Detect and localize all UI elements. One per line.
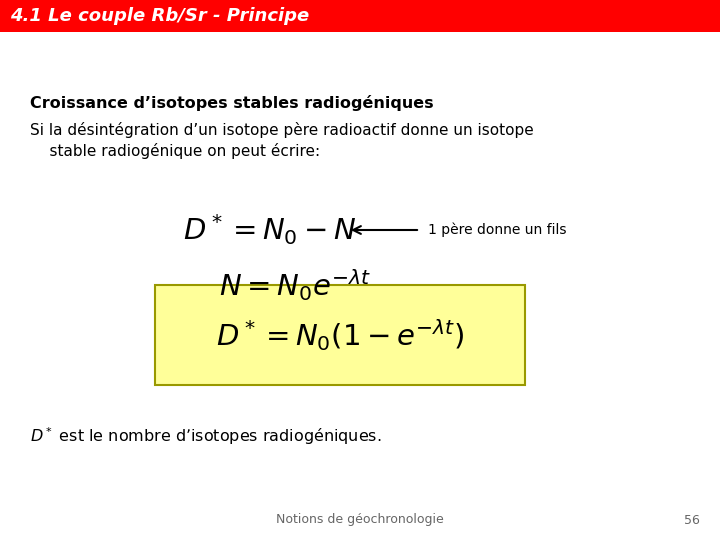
Text: $D^* = N_0 - N$: $D^* = N_0 - N$ xyxy=(184,213,356,247)
Text: Notions de géochronologie: Notions de géochronologie xyxy=(276,514,444,526)
Text: stable radiogénique on peut écrire:: stable radiogénique on peut écrire: xyxy=(30,143,320,159)
Text: 56: 56 xyxy=(684,514,700,526)
Text: $D^* = N_0\left(1 - e^{-\lambda t}\right)$: $D^* = N_0\left(1 - e^{-\lambda t}\right… xyxy=(216,318,464,353)
Text: Croissance d’isotopes stables radiogéniques: Croissance d’isotopes stables radiogéniq… xyxy=(30,95,433,111)
Text: Si la désintégration d’un isotope père radioactif donne un isotope: Si la désintégration d’un isotope père r… xyxy=(30,122,534,138)
Text: $D^*$ est le nombre d’isotopes radiogéniques.: $D^*$ est le nombre d’isotopes radiogéni… xyxy=(30,425,382,447)
Text: 1 père donne un fils: 1 père donne un fils xyxy=(428,222,567,237)
Text: $N = N_0 e^{-\lambda t}$: $N = N_0 e^{-\lambda t}$ xyxy=(219,267,371,303)
Text: 4.1 Le couple Rb/Sr - Principe: 4.1 Le couple Rb/Sr - Principe xyxy=(10,7,310,25)
Bar xyxy=(155,285,525,385)
Bar xyxy=(0,0,720,32)
